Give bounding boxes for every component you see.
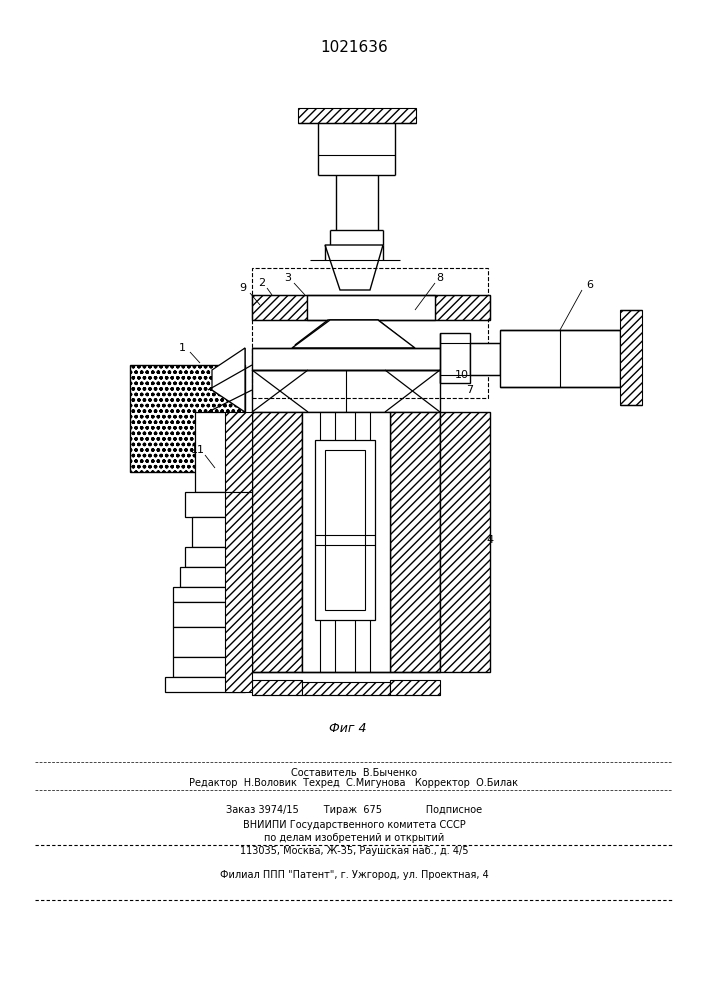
- Text: 10: 10: [455, 370, 469, 380]
- Text: 3: 3: [284, 273, 291, 283]
- Text: 6: 6: [587, 280, 593, 290]
- Bar: [130, 365, 245, 472]
- Text: 4: 4: [486, 535, 493, 545]
- Bar: [440, 333, 470, 383]
- Bar: [435, 295, 490, 320]
- Bar: [620, 310, 642, 405]
- Text: 7: 7: [467, 385, 474, 395]
- Bar: [252, 295, 307, 320]
- Bar: [225, 492, 252, 692]
- Text: Заказ 3974/15        Тираж  675              Подписное: Заказ 3974/15 Тираж 675 Подписное: [226, 805, 482, 815]
- Text: 1: 1: [178, 343, 185, 353]
- Bar: [173, 627, 243, 657]
- Bar: [390, 412, 440, 672]
- Text: 9: 9: [240, 283, 247, 293]
- Text: 11: 11: [191, 445, 205, 455]
- Polygon shape: [212, 348, 245, 412]
- Bar: [173, 587, 243, 602]
- Bar: [325, 450, 365, 610]
- Bar: [302, 682, 390, 695]
- Text: Составитель  В.Быченко: Составитель В.Быченко: [291, 768, 417, 778]
- Bar: [165, 677, 245, 692]
- Text: Фиг 4: Фиг 4: [329, 722, 367, 734]
- Bar: [302, 412, 390, 672]
- Text: ВНИИПИ Государственного комитета СССР: ВНИИПИ Государственного комитета СССР: [243, 820, 465, 830]
- Text: Филиал ППП "Патент", г. Ужгород, ул. Проектная, 4: Филиал ППП "Патент", г. Ужгород, ул. Про…: [220, 870, 489, 880]
- Bar: [440, 412, 490, 672]
- Bar: [173, 602, 243, 627]
- Bar: [470, 343, 500, 375]
- Bar: [252, 348, 490, 370]
- Text: Редактор  Н.Воловик  Техред  С.Мигунова   Корректор  О.Билак: Редактор Н.Воловик Техред С.Мигунова Кор…: [189, 778, 518, 788]
- Polygon shape: [325, 245, 383, 290]
- Text: 2: 2: [259, 278, 266, 288]
- Bar: [500, 330, 620, 387]
- Polygon shape: [212, 348, 245, 412]
- Bar: [185, 492, 240, 517]
- Text: 1021636: 1021636: [320, 40, 388, 55]
- Text: по делам изобретений и открытий: по делам изобретений и открытий: [264, 833, 444, 843]
- Bar: [307, 295, 435, 320]
- Bar: [252, 412, 302, 672]
- Bar: [252, 268, 488, 398]
- Polygon shape: [292, 320, 415, 348]
- Text: 8: 8: [436, 273, 443, 283]
- Bar: [185, 547, 240, 567]
- Bar: [180, 567, 240, 587]
- Polygon shape: [295, 320, 410, 345]
- Bar: [195, 412, 240, 492]
- Bar: [192, 517, 232, 547]
- Text: 113035, Москва, Ж-35, Раушская наб., д. 4/5: 113035, Москва, Ж-35, Раушская наб., д. …: [240, 846, 468, 856]
- Bar: [315, 440, 375, 620]
- Bar: [298, 108, 416, 123]
- Bar: [252, 680, 302, 695]
- Bar: [225, 412, 252, 492]
- Bar: [390, 680, 440, 695]
- Bar: [173, 657, 243, 677]
